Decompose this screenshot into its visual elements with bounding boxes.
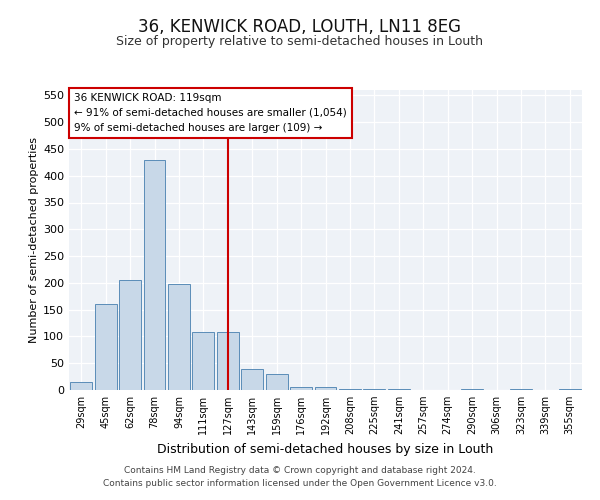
Bar	[559, 389, 581, 390]
Bar	[241, 368, 263, 390]
Bar	[143, 160, 166, 390]
Bar	[290, 388, 312, 390]
Text: 36, KENWICK ROAD, LOUTH, LN11 8EG: 36, KENWICK ROAD, LOUTH, LN11 8EG	[139, 18, 461, 36]
Bar	[168, 284, 190, 390]
Bar	[95, 304, 116, 390]
Bar	[339, 389, 361, 390]
Bar	[193, 332, 214, 390]
Bar	[510, 389, 532, 390]
Text: 36 KENWICK ROAD: 119sqm
← 91% of semi-detached houses are smaller (1,054)
9% of : 36 KENWICK ROAD: 119sqm ← 91% of semi-de…	[74, 93, 347, 132]
Bar	[364, 389, 385, 390]
Bar	[388, 389, 410, 390]
Bar	[461, 389, 483, 390]
X-axis label: Distribution of semi-detached houses by size in Louth: Distribution of semi-detached houses by …	[157, 442, 494, 456]
Bar	[217, 332, 239, 390]
Bar	[119, 280, 141, 390]
Text: Size of property relative to semi-detached houses in Louth: Size of property relative to semi-detach…	[116, 35, 484, 48]
Bar	[266, 374, 287, 390]
Bar	[70, 382, 92, 390]
Text: Contains HM Land Registry data © Crown copyright and database right 2024.
Contai: Contains HM Land Registry data © Crown c…	[103, 466, 497, 487]
Bar	[314, 388, 337, 390]
Y-axis label: Number of semi-detached properties: Number of semi-detached properties	[29, 137, 39, 343]
